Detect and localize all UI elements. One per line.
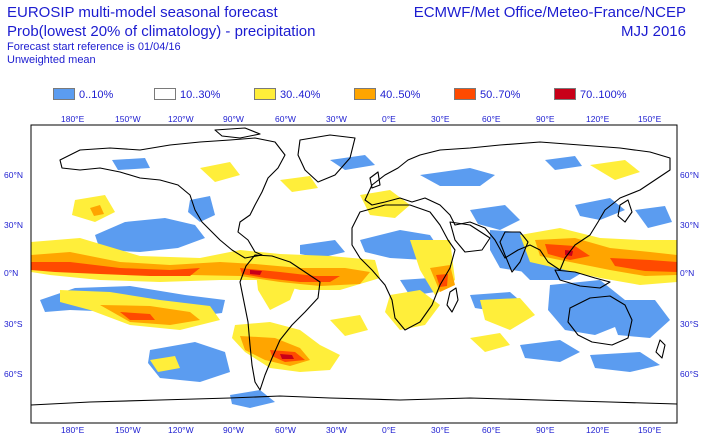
color-legend: 0..10% 10..30% 30..40% 40..50% 50..70% 7… [0, 87, 706, 103]
lon-label-bottom: 30°E [431, 425, 450, 435]
lon-label-top: 60°E [482, 114, 501, 124]
legend-label: 40..50% [380, 89, 421, 101]
coastline-eurasia [364, 141, 671, 271]
coastline-arctic-islands [214, 127, 261, 139]
legend-swatch [254, 88, 276, 100]
coastline-north-america [59, 137, 286, 259]
lon-label-bottom: 30°W [326, 425, 347, 435]
lat-label-left: 30°S [4, 319, 23, 329]
map-subtitle: Prob(lowest 20% of climatology) - precip… [7, 23, 316, 40]
lat-label-right: 60°N [680, 170, 699, 180]
legend-label: 0..10% [79, 89, 114, 101]
lon-label-top: 150°E [638, 114, 662, 124]
coastline-greenland [297, 134, 356, 183]
lat-label-right: 30°S [680, 319, 699, 329]
lon-label-top: 90°W [223, 114, 244, 124]
coastlines [31, 127, 677, 406]
lon-label-bottom: 90°E [536, 425, 555, 435]
lon-label-bottom: 150°E [638, 425, 662, 435]
source-block: ECMWF/Met Office/Meteo-France/NCEP MJJ 2… [414, 3, 686, 41]
lon-label-bottom: 180°E [61, 425, 85, 435]
lat-label-right: 0°N [680, 268, 695, 278]
lon-label-top: 120°W [168, 114, 194, 124]
lon-label-top: 60°W [275, 114, 296, 124]
coastline-indonesia [554, 269, 611, 289]
very-high-probability-areas [250, 250, 573, 359]
legend-label: 10..30% [180, 89, 221, 101]
coastline-uk [369, 171, 381, 189]
forecast-season: MJJ 2016 [620, 23, 686, 40]
legend-swatch [154, 88, 176, 100]
map-frame [30, 124, 678, 424]
title-block: EUROSIP multi-model seasonal forecast Pr… [7, 3, 315, 67]
coastline-japan [617, 199, 633, 223]
lon-label-bottom: 60°W [275, 425, 296, 435]
lon-label-top: 30°W [326, 114, 347, 124]
coastline-australia [567, 295, 633, 346]
lon-label-bottom: 150°W [115, 425, 141, 435]
coastline-arabia [449, 221, 491, 253]
coastline-africa [351, 204, 456, 331]
legend-label: 50..70% [480, 89, 521, 101]
lon-label-top: 0°E [382, 114, 396, 124]
lon-label-bottom: 60°E [482, 425, 501, 435]
lon-label-top: 150°W [115, 114, 141, 124]
coastline-new-zealand [655, 339, 666, 359]
lat-label-left: 0°N [4, 268, 19, 278]
lon-label-top: 30°E [431, 114, 450, 124]
lon-label-top: 120°E [586, 114, 610, 124]
lat-label-right: 60°S [680, 369, 699, 379]
legend-label: 70..100% [580, 89, 627, 101]
legend-swatch [554, 88, 576, 100]
legend-swatch [454, 88, 476, 100]
legend-swatch [354, 88, 376, 100]
lat-label-left: 60°S [4, 369, 23, 379]
lat-label-right: 30°N [680, 220, 699, 230]
legend-label: 30..40% [280, 89, 321, 101]
coastline-india [499, 231, 529, 273]
ensemble-weighting: Unweighted mean [7, 54, 96, 66]
legend-swatch [53, 88, 75, 100]
map-title: EUROSIP multi-model seasonal forecast [7, 4, 278, 21]
forecast-start-reference: Forecast start reference is 01/04/16 [7, 41, 181, 53]
probability-fields [31, 155, 677, 408]
lon-label-top: 90°E [536, 114, 555, 124]
lat-label-left: 30°N [4, 220, 23, 230]
coastline-antarctica [31, 395, 677, 406]
lat-label-left: 60°N [4, 170, 23, 180]
forecast-centres: ECMWF/Met Office/Meteo-France/NCEP [413, 4, 686, 21]
lon-label-bottom: 90°W [223, 425, 244, 435]
lon-label-bottom: 120°W [168, 425, 194, 435]
lon-label-top: 180°E [61, 114, 85, 124]
coastline-south-america [239, 254, 321, 391]
lon-label-bottom: 0°E [382, 425, 396, 435]
lon-label-bottom: 120°E [586, 425, 610, 435]
coastline-madagascar [446, 287, 459, 313]
